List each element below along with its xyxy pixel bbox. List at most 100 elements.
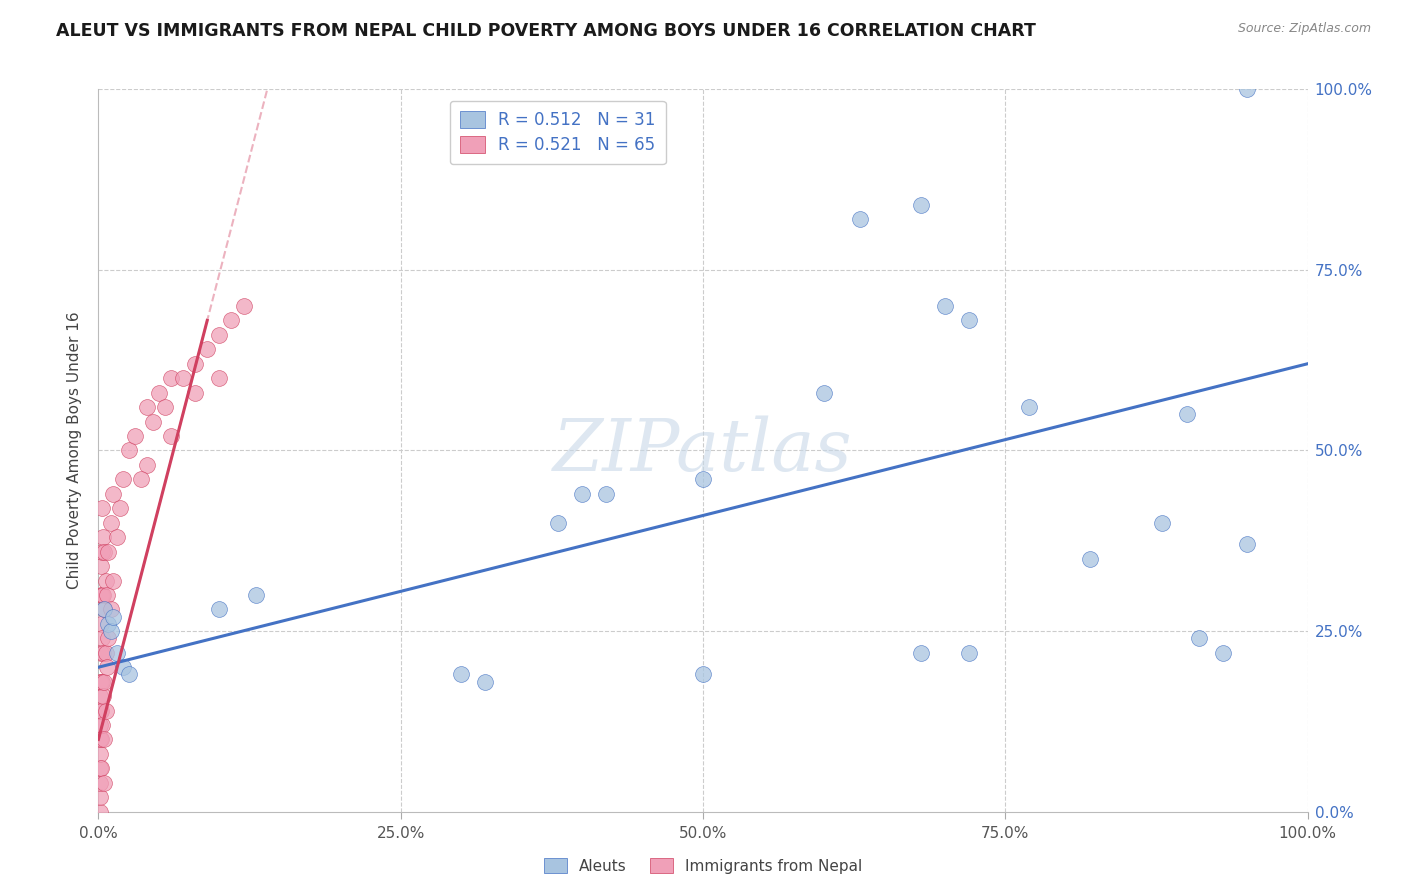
Point: [101, 574, 124, 588]
Point: [97, 544, 120, 558]
Point: [97, 616, 120, 631]
Point: [93, 544, 115, 558]
Point: [957, 313, 980, 327]
Point: [1212, 646, 1234, 660]
Point: [910, 646, 932, 660]
Point: [195, 343, 218, 357]
Point: [89, 718, 111, 732]
Point: [94, 574, 117, 588]
Point: [89, 732, 111, 747]
Point: [108, 501, 131, 516]
Point: [93, 732, 115, 747]
Point: [96, 660, 118, 674]
Point: [91, 718, 114, 732]
Point: [91, 588, 114, 602]
Point: [100, 602, 122, 616]
Point: [595, 487, 617, 501]
Point: [93, 602, 115, 616]
Point: [93, 776, 115, 790]
Point: [849, 212, 872, 227]
Point: [184, 357, 207, 371]
Point: [1236, 537, 1258, 551]
Point: [129, 472, 152, 486]
Point: [1188, 632, 1211, 646]
Point: [90, 588, 112, 602]
Point: [148, 385, 170, 400]
Point: [910, 198, 932, 212]
Point: [89, 790, 111, 805]
Point: [91, 646, 114, 660]
Legend: Aleuts, Immigrants from Nepal: Aleuts, Immigrants from Nepal: [537, 852, 869, 880]
Point: [118, 667, 141, 681]
Point: [91, 501, 114, 516]
Point: [571, 487, 593, 501]
Point: [142, 415, 165, 429]
Point: [934, 299, 956, 313]
Text: ALEUT VS IMMIGRANTS FROM NEPAL CHILD POVERTY AMONG BOYS UNDER 16 CORRELATION CHA: ALEUT VS IMMIGRANTS FROM NEPAL CHILD POV…: [56, 22, 1036, 40]
Point: [91, 689, 114, 703]
Y-axis label: Child Poverty Among Boys Under 16: Child Poverty Among Boys Under 16: [67, 311, 83, 590]
Point: [1078, 551, 1101, 566]
Point: [184, 385, 207, 400]
Point: [90, 761, 112, 775]
Point: [245, 588, 267, 602]
Point: [89, 704, 111, 718]
Point: [1236, 82, 1258, 96]
Point: [450, 667, 472, 681]
Point: [90, 616, 112, 631]
Point: [89, 747, 111, 761]
Point: [89, 776, 111, 790]
Point: [101, 609, 124, 624]
Point: [105, 646, 128, 660]
Point: [153, 400, 176, 414]
Point: [93, 602, 115, 616]
Point: [221, 313, 243, 327]
Point: [474, 674, 496, 689]
Point: [957, 646, 980, 660]
Point: [1175, 407, 1198, 421]
Point: [208, 602, 231, 616]
Point: [111, 660, 134, 674]
Point: [160, 371, 183, 385]
Point: [111, 472, 134, 486]
Point: [547, 516, 569, 530]
Point: [90, 646, 112, 660]
Point: [90, 674, 112, 689]
Point: [101, 487, 124, 501]
Point: [97, 632, 120, 646]
Point: [208, 327, 231, 342]
Point: [1152, 516, 1174, 530]
Point: [100, 516, 122, 530]
Point: [813, 385, 835, 400]
Point: [91, 530, 114, 544]
Point: [135, 458, 157, 472]
Point: [90, 732, 112, 747]
Point: [93, 674, 115, 689]
Point: [91, 544, 114, 558]
Point: [89, 805, 111, 819]
Point: [160, 429, 183, 443]
Point: [692, 667, 714, 681]
Point: [90, 704, 112, 718]
Point: [100, 624, 122, 639]
Point: [124, 429, 146, 443]
Point: [89, 674, 111, 689]
Point: [118, 443, 141, 458]
Point: [89, 761, 111, 775]
Point: [1018, 400, 1040, 414]
Point: [105, 530, 128, 544]
Point: [94, 646, 117, 660]
Point: [90, 559, 112, 574]
Point: [91, 632, 114, 646]
Point: [89, 689, 111, 703]
Point: [692, 472, 714, 486]
Legend: R = 0.512   N = 31, R = 0.521   N = 65: R = 0.512 N = 31, R = 0.521 N = 65: [450, 101, 666, 164]
Point: [91, 674, 114, 689]
Point: [172, 371, 194, 385]
Point: [135, 400, 157, 414]
Point: [232, 299, 254, 313]
Point: [208, 371, 231, 385]
Text: ZIPatlas: ZIPatlas: [553, 415, 853, 486]
Point: [94, 704, 117, 718]
Point: [96, 588, 118, 602]
